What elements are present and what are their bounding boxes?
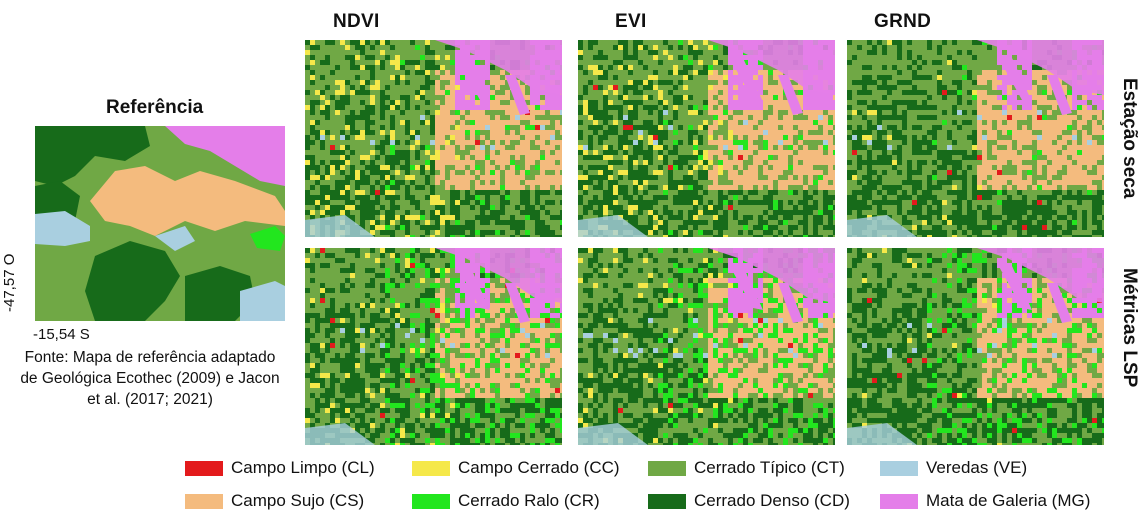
legend-swatch xyxy=(185,460,223,476)
column-title-grnd: GRND xyxy=(874,11,932,32)
map-ndvi-dry-season xyxy=(305,40,562,237)
legend-item-campo-cerrado: Campo Cerrado (CC) xyxy=(412,458,620,478)
row-label-dry-season: Estação seca xyxy=(1119,78,1140,199)
legend-item-campo-sujo: Campo Sujo (CS) xyxy=(185,491,364,511)
reference-title: Referência xyxy=(106,97,204,118)
legend-swatch xyxy=(648,460,686,476)
map-evi-dry-season xyxy=(578,40,835,237)
legend-item-mata-de-galeria: Mata de Galeria (MG) xyxy=(880,491,1090,511)
legend-swatch xyxy=(412,493,450,509)
legend-swatch xyxy=(648,493,686,509)
legend-item-campo-limpo: Campo Limpo (CL) xyxy=(185,458,375,478)
legend-swatch xyxy=(412,460,450,476)
legend-item-cerrado-ralo: Cerrado Ralo (CR) xyxy=(412,491,600,511)
longitude-label: -47,57 O xyxy=(1,253,18,312)
map-grnd-dry-season xyxy=(847,40,1104,237)
column-title-ndvi: NDVI xyxy=(333,11,380,32)
row-label-lsp-metrics: Métricas LSP xyxy=(1119,268,1140,388)
legend-swatch xyxy=(185,493,223,509)
source-note: Fonte: Mapa de referência adaptado de Ge… xyxy=(20,349,280,408)
legend-swatch xyxy=(880,493,918,509)
column-title-evi: EVI xyxy=(615,11,647,32)
latitude-label: -15,54 S xyxy=(33,326,90,343)
legend-item-cerrado-denso: Cerrado Denso (CD) xyxy=(648,491,850,511)
legend-item-veredas: Veredas (VE) xyxy=(880,458,1027,478)
map-evi-lsp-metrics xyxy=(578,248,835,445)
legend-swatch xyxy=(880,460,918,476)
map-ndvi-lsp-metrics xyxy=(305,248,562,445)
reference-map xyxy=(35,126,285,321)
legend-item-cerrado-tipico: Cerrado Típico (CT) xyxy=(648,458,845,478)
map-grnd-lsp-metrics xyxy=(847,248,1104,445)
